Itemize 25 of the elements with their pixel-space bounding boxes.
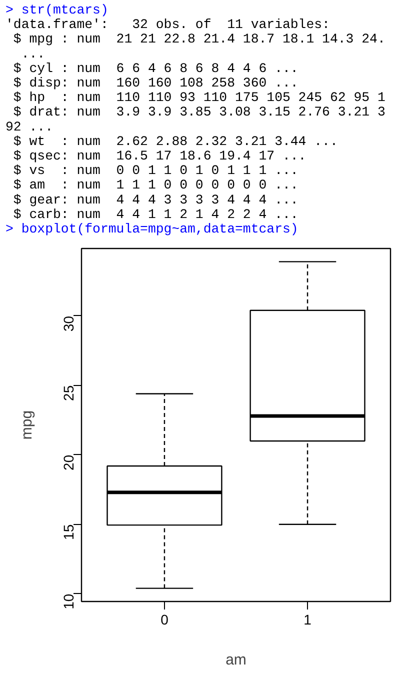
y-tick-label: 15 (60, 524, 76, 540)
x-axis-title: am (226, 652, 246, 668)
y-axis-title: mpg (18, 410, 36, 440)
x-tick-label: 1 (304, 612, 312, 628)
x-tick-label: 0 (160, 612, 169, 628)
text: $ vs : num 0 0 1 1 0 1 0 1 1 1 ... (6, 163, 298, 178)
text: $ disp: num 160 160 108 258 360 ... (6, 76, 298, 90)
y-tick-label: 20 (60, 454, 76, 470)
text: $ drat: num 3.9 3.9 3.85 3.08 3.15 2.76 3.21 3 (6, 104, 386, 120)
text: $ qsec: num 16.5 17 18.6 19.4 17 ... (6, 148, 306, 164)
y-tick-label: 30 (60, 316, 76, 332)
text: $ gear: num 4 4 4 3 3 3 3 4 4 4 ... (6, 192, 298, 208)
text: $ cyl : num 6 6 4 6 8 6 8 4 4 6 ... (6, 60, 298, 76)
text: $ am : num 1 1 1 0 0 0 0 0 0 0 ... (6, 178, 298, 193)
text: ... (6, 46, 46, 62)
text: $ hp : num 110 110 93 110 175 105 245 62 95 1 (6, 90, 386, 106)
text: $ mpg : num 21 21 22.8 21.4 18.7 18.1 14.3 24. (6, 32, 386, 47)
text: $ carb: num 4 4 1 1 2 1 4 2 2 4 ... (6, 206, 298, 222)
text: 'data.frame': 32 obs. of 11 variables: (6, 17, 330, 32)
y-tick-label: 25 (60, 385, 76, 401)
text: > str(mtcars) (6, 2, 108, 18)
text: $ wt : num 2.62 2.88 2.32 3.21 3.44 ... (6, 134, 338, 149)
text: > boxplot(formula=mpg~am,data=mtcars) (6, 222, 298, 236)
text: 92 ... (6, 119, 53, 134)
y-tick-label: 10 (60, 594, 76, 610)
